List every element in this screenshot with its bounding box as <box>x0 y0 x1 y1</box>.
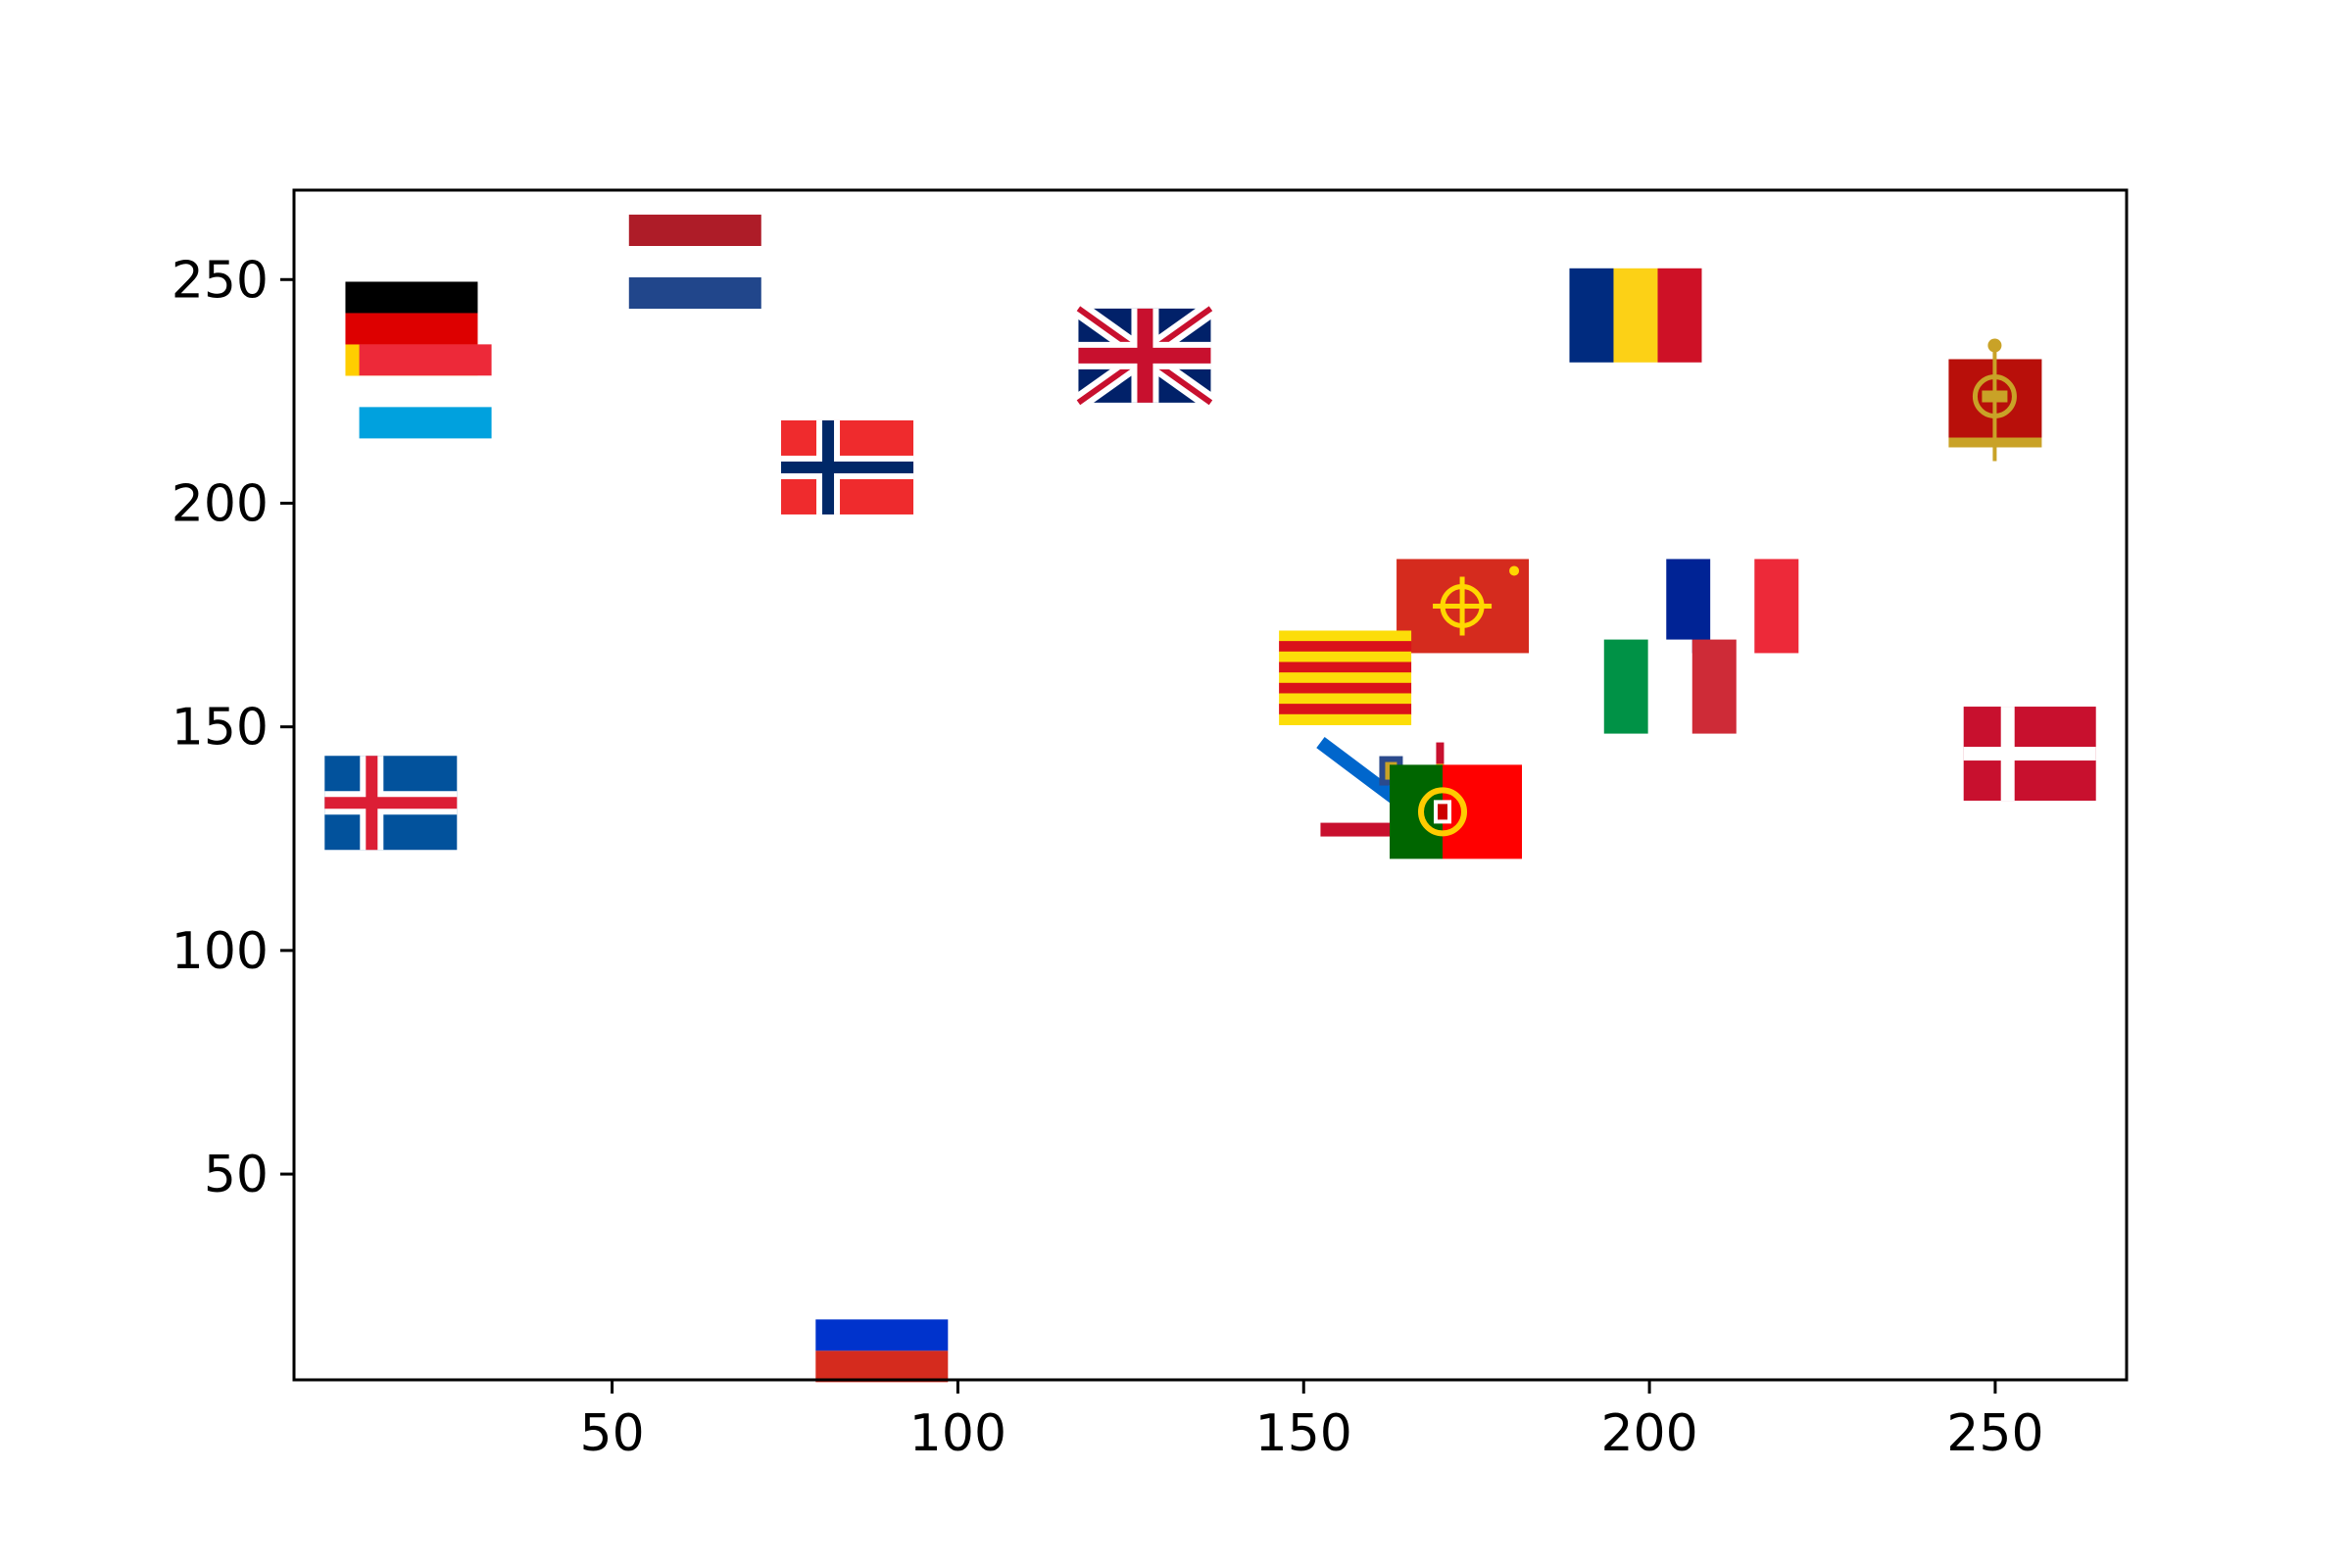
plot-frame <box>292 188 2129 1382</box>
flag-marker-iceland <box>324 756 458 851</box>
flag-marker-portugal <box>1390 764 1523 859</box>
y-tick-label: 250 <box>172 251 269 310</box>
flag-marker-russia <box>815 1288 949 1383</box>
x-tick-label: 250 <box>1946 1404 2043 1463</box>
axes: 50 100 150 200 250 50 100 150 200 250 <box>172 188 2129 1463</box>
y-tick-label: 50 <box>204 1146 269 1204</box>
flag-marker-catalonia <box>1279 630 1412 725</box>
x-tick-label: 100 <box>909 1404 1006 1463</box>
flag-markers <box>324 215 2096 1383</box>
y-tick-label: 200 <box>172 474 269 533</box>
flag-marker-norway <box>781 419 914 514</box>
flag-marker-united-kingdom <box>1073 301 1216 411</box>
flag-marker-denmark <box>1963 707 2096 802</box>
flag-marker-occitania <box>1396 559 1530 654</box>
flag-marker-romania <box>1569 268 1702 363</box>
y-tick-label: 100 <box>172 922 269 981</box>
y-tick-label: 150 <box>172 699 269 758</box>
flag-marker-netherlands <box>628 215 761 310</box>
x-tick-label: 50 <box>580 1404 645 1463</box>
x-tick-label: 200 <box>1600 1404 1697 1463</box>
flag-marker-luxembourg <box>359 344 492 439</box>
flag-marker-roman-vexillum <box>1948 338 2042 462</box>
x-tick-label: 150 <box>1255 1404 1352 1463</box>
flag-marker-france <box>1666 559 1799 654</box>
flag-marker-italy <box>1603 639 1737 734</box>
